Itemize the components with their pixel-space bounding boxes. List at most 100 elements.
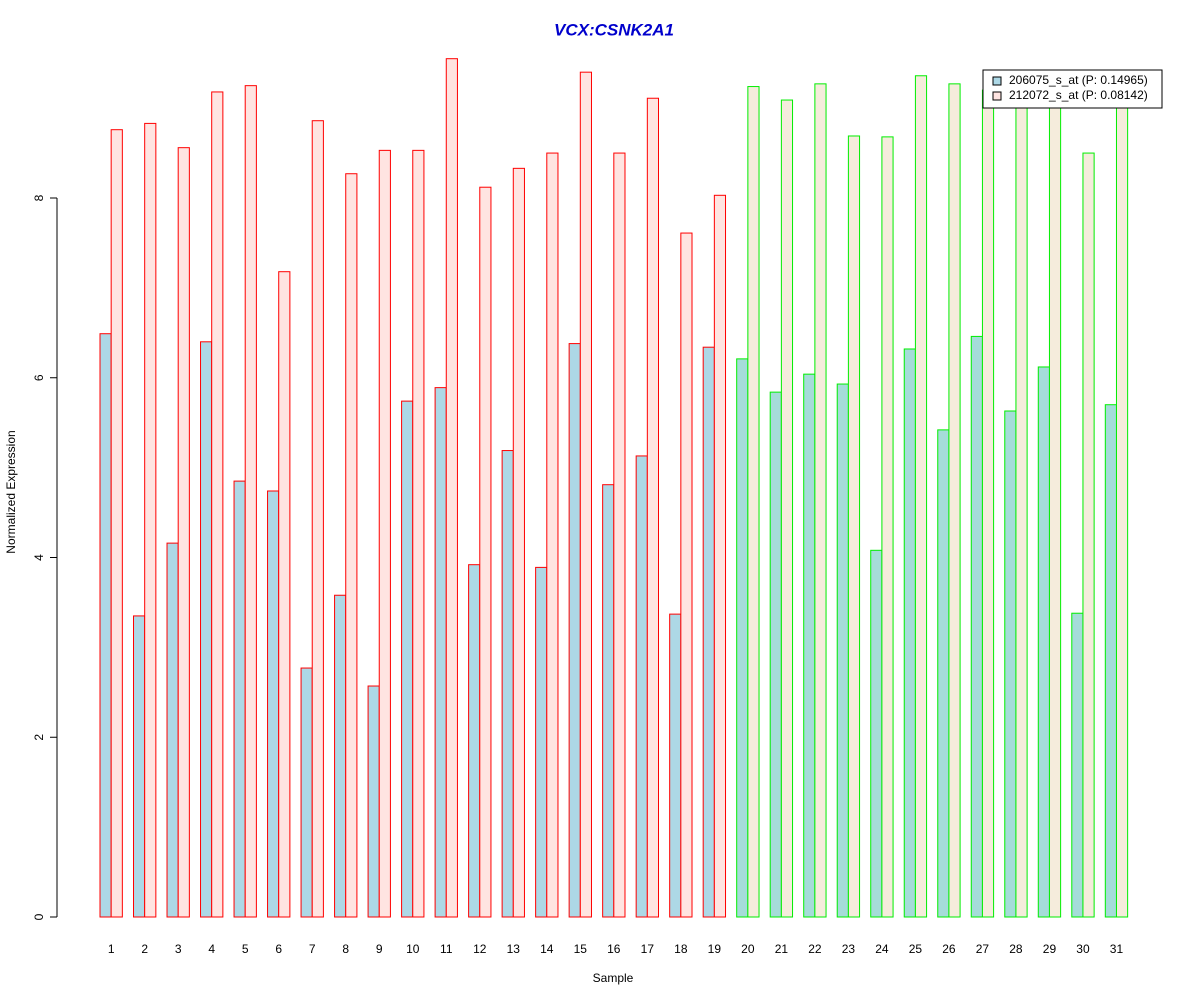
bar: [579, 71, 592, 918]
y-tick-label: 0: [32, 913, 46, 920]
bar: [847, 135, 861, 918]
bar: [1048, 98, 1062, 918]
bar: [133, 615, 146, 918]
bar: [144, 122, 157, 918]
bar: [434, 387, 447, 918]
legend-swatch: [992, 91, 1002, 101]
bar: [1104, 404, 1117, 918]
bar: [512, 167, 525, 918]
bar: [1082, 152, 1095, 918]
bar: [1015, 98, 1028, 918]
bar: [736, 358, 749, 918]
x-tick-label: 21: [775, 942, 789, 956]
bar: [870, 549, 883, 918]
bar: [412, 149, 425, 918]
x-tick-label: 26: [942, 942, 956, 956]
legend-box: [982, 69, 1163, 109]
bar: [367, 685, 380, 918]
x-tick-label: 11: [440, 942, 453, 956]
bar: [233, 480, 246, 918]
bar: [177, 147, 190, 918]
bar: [1071, 612, 1084, 918]
y-tick-label: 6: [32, 374, 46, 381]
bar: [535, 566, 548, 918]
bar: [970, 335, 983, 918]
x-axis-label: Sample: [593, 971, 634, 985]
bar: [546, 152, 559, 918]
bar: [747, 86, 760, 918]
bar: [110, 129, 123, 918]
bar: [713, 194, 727, 918]
x-tick-label: 27: [976, 942, 990, 956]
bar: [814, 83, 827, 918]
y-tick-label: 2: [32, 734, 46, 741]
bar: [468, 564, 481, 918]
x-tick-label: 22: [808, 942, 822, 956]
bar: [200, 341, 213, 918]
bar: [602, 484, 615, 918]
x-tick-label: 1: [108, 942, 115, 956]
bar: [568, 343, 581, 918]
x-tick-label: 2: [141, 942, 148, 956]
x-tick-label: 23: [842, 942, 856, 956]
bar: [211, 91, 224, 918]
bar: [378, 149, 391, 918]
y-tick-label: 4: [32, 554, 46, 561]
x-tick-label: 10: [406, 942, 420, 956]
x-tick-label: 8: [342, 942, 349, 956]
x-tick-label: 18: [674, 942, 688, 956]
bar: [501, 450, 514, 918]
bar: [635, 455, 648, 918]
bar: [267, 490, 280, 918]
bar: [278, 271, 291, 918]
x-tick-label: 14: [540, 942, 554, 956]
bar: [914, 75, 928, 918]
bar: [311, 120, 324, 918]
x-tick-label: 25: [909, 942, 923, 956]
bar: [445, 58, 458, 918]
bar: [937, 429, 950, 918]
bar: [1115, 98, 1129, 918]
x-tick-label: 13: [507, 942, 521, 956]
x-tick-label: 4: [208, 942, 215, 956]
bar: [1037, 366, 1050, 918]
bar: [881, 136, 894, 918]
bar: [646, 97, 660, 918]
bar: [780, 99, 794, 918]
bar: [613, 152, 626, 918]
bar: [345, 173, 358, 918]
y-axis-label: Normalized Expression: [4, 430, 18, 553]
x-tick-label: 16: [607, 942, 621, 956]
y-tick-label: 8: [32, 194, 46, 201]
x-tick-label: 17: [641, 942, 655, 956]
bar: [334, 594, 347, 918]
bar: [401, 400, 414, 918]
x-tick-label: 15: [574, 942, 588, 956]
x-tick-label: 5: [242, 942, 249, 956]
bar: [300, 667, 313, 918]
bar: [99, 333, 112, 918]
bar: [1004, 410, 1017, 918]
x-tick-label: 28: [1009, 942, 1023, 956]
x-tick-label: 7: [309, 942, 316, 956]
bar: [244, 85, 257, 918]
bar: [680, 232, 693, 918]
x-tick-label: 3: [175, 942, 182, 956]
legend-label: 206075_s_at (P: 0.14965): [1009, 73, 1148, 87]
x-tick-label: 12: [473, 942, 487, 956]
bar: [981, 89, 995, 918]
x-tick-label: 6: [275, 942, 282, 956]
bar: [166, 542, 179, 918]
bar: [903, 348, 916, 918]
x-tick-label: 9: [376, 942, 383, 956]
legend-swatch: [992, 76, 1002, 86]
x-tick-label: 20: [741, 942, 755, 956]
bar: [948, 83, 961, 918]
bar: [769, 391, 782, 918]
x-tick-label: 19: [708, 942, 722, 956]
x-tick-label: 30: [1076, 942, 1090, 956]
legend-label: 212072_s_at (P: 0.08142): [1009, 88, 1148, 102]
x-tick-label: 24: [875, 942, 889, 956]
bar: [836, 383, 849, 918]
